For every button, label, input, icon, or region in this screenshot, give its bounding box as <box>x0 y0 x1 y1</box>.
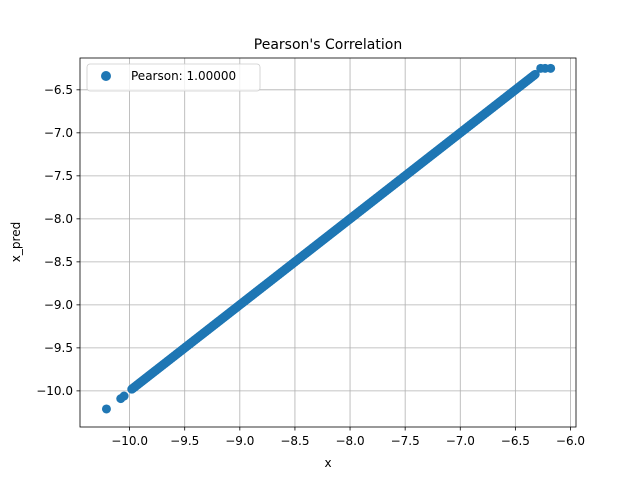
x-tick-label: −6.5 <box>501 434 530 448</box>
x-axis-ticks: −10.0 −9.5 −9.0 −8.5 −8.0 −7.5 −7.0 −6.5 −6.0 <box>111 427 585 448</box>
y-tick-label: −7.5 <box>44 169 73 183</box>
x-tick-label: −7.5 <box>391 434 420 448</box>
y-axis-ticks: −10.0 −9.5 −9.0 −8.5 −8.0 −7.5 −7.0 −6.5 <box>36 83 80 398</box>
x-tick-label: −8.0 <box>335 434 364 448</box>
legend-box <box>86 63 261 92</box>
y-tick-label: −6.5 <box>44 83 73 97</box>
grid <box>80 58 576 427</box>
scatter-points <box>101 63 556 414</box>
y-tick-label: −9.0 <box>44 298 73 312</box>
x-tick-label: −9.5 <box>170 434 199 448</box>
legend-entry-label: Pearson: 1.00000 <box>131 69 236 83</box>
plot-frame <box>79 57 577 428</box>
y-tick-label: −8.0 <box>44 212 73 226</box>
y-axis-label: x_pred <box>9 222 23 262</box>
legend: Pearson: 1.00000 <box>86 63 261 92</box>
x-tick-label: −7.0 <box>446 434 475 448</box>
y-tick-label: −7.0 <box>44 126 73 140</box>
y-tick-label: −8.5 <box>44 255 73 269</box>
y-tick-label: −10.0 <box>36 384 73 398</box>
scatter-point <box>101 404 111 414</box>
x-tick-label: −6.0 <box>556 434 585 448</box>
scatter-point <box>119 391 129 401</box>
x-tick-label: −8.5 <box>280 434 309 448</box>
x-axis-label: x <box>324 456 331 470</box>
x-tick-label: −10.0 <box>111 434 148 448</box>
scatter-point <box>546 63 556 73</box>
legend-marker <box>101 71 111 81</box>
scatter-point <box>530 69 540 79</box>
x-tick-label: −9.0 <box>225 434 254 448</box>
chart-title: Pearson's Correlation <box>254 37 402 53</box>
y-tick-label: −9.5 <box>44 341 73 355</box>
